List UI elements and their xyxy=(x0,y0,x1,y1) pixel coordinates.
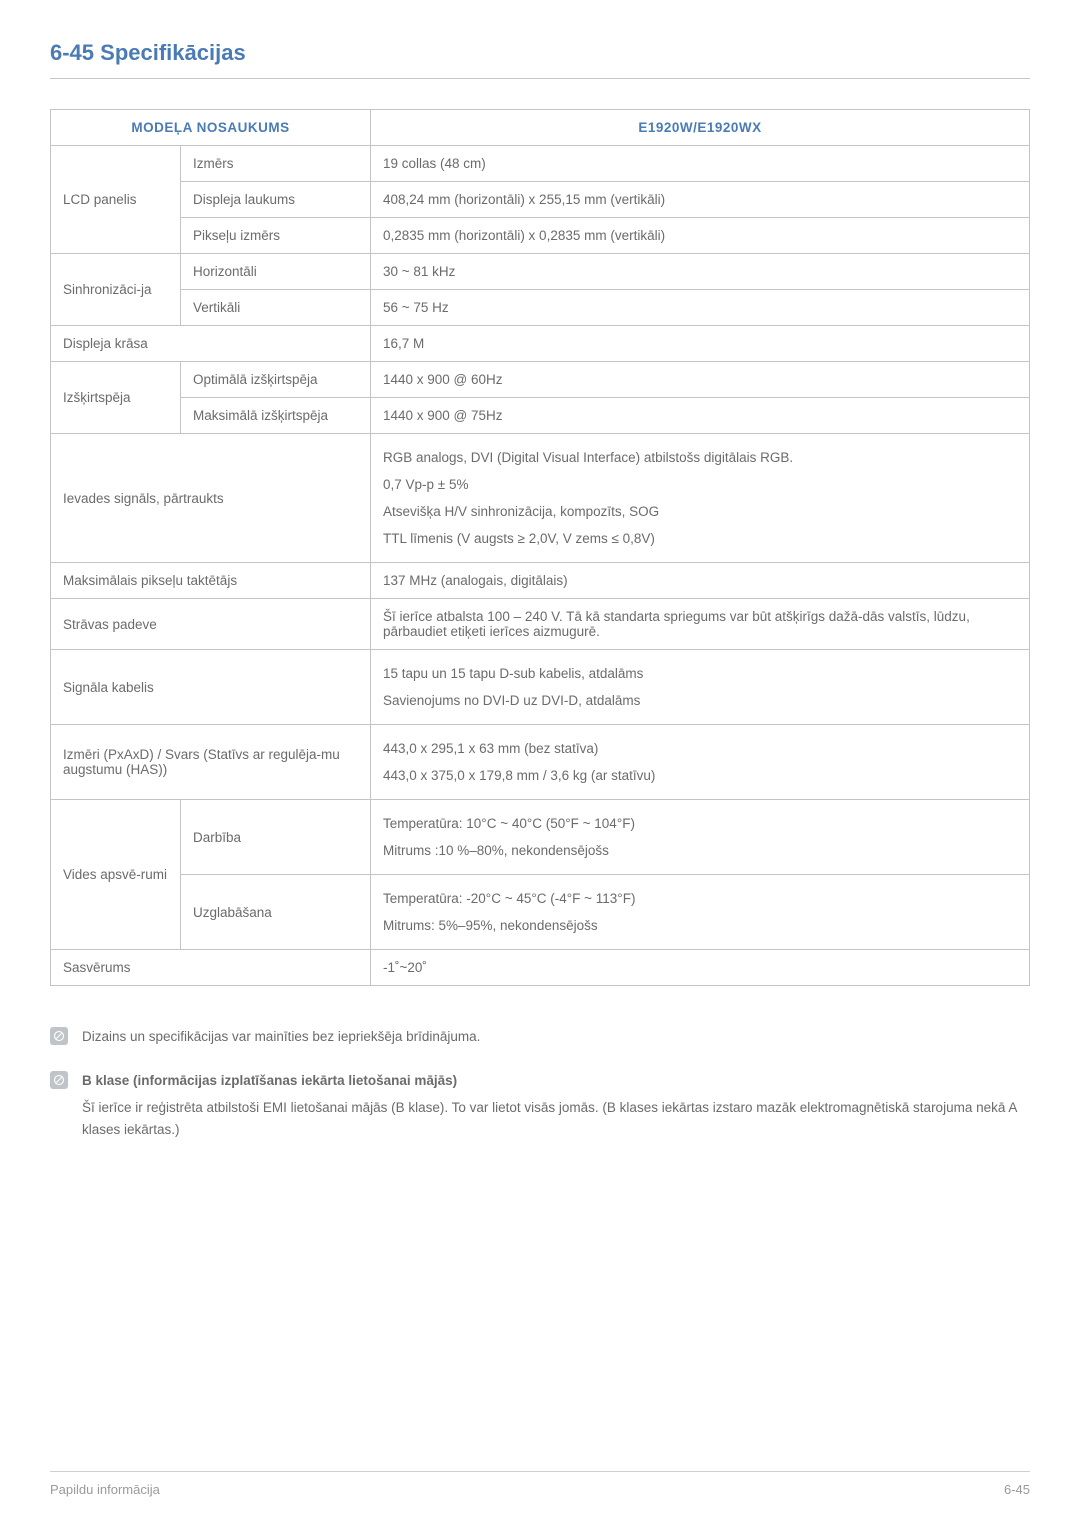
table-row: Vertikāli56 ~ 75 Hz xyxy=(51,290,1030,326)
page-footer: Papildu informācija 6-45 xyxy=(50,1471,1030,1497)
table-row: Vides apsvē-rumiDarbībaTemperatūra: 10°C… xyxy=(51,800,1030,875)
table-row: Ievades signāls, pārtrauktsRGB analogs, … xyxy=(51,434,1030,563)
spec-category: Vides apsvē-rumi xyxy=(51,800,181,950)
spec-sublabel: Izmērs xyxy=(181,146,371,182)
table-row: Displeja laukums408,24 mm (horizontāli) … xyxy=(51,182,1030,218)
spec-label: Ievades signāls, pārtraukts xyxy=(51,434,371,563)
spec-sublabel: Displeja laukums xyxy=(181,182,371,218)
spec-table: MODEĻA NOSAUKUMSE1920W/E1920WXLCD paneli… xyxy=(50,109,1030,986)
table-row: Maksimālais pikseļu taktētājs137 MHz (an… xyxy=(51,563,1030,599)
spec-value: Temperatūra: 10°C ~ 40°C (50°F ~ 104°F)M… xyxy=(371,800,1030,875)
table-row: UzglabāšanaTemperatūra: -20°C ~ 45°C (-4… xyxy=(51,875,1030,950)
spec-category: Sinhronizāci-ja xyxy=(51,254,181,326)
spec-sublabel: Horizontāli xyxy=(181,254,371,290)
spec-sublabel: Vertikāli xyxy=(181,290,371,326)
table-row: Maksimālā izšķirtspēja1440 x 900 @ 75Hz xyxy=(51,398,1030,434)
spec-value: 0,2835 mm (horizontāli) x 0,2835 mm (ver… xyxy=(371,218,1030,254)
spec-sublabel: Maksimālā izšķirtspēja xyxy=(181,398,371,434)
table-row: Sinhronizāci-jaHorizontāli30 ~ 81 kHz xyxy=(51,254,1030,290)
note-icon xyxy=(50,1071,68,1089)
notes-section: Dizains un specifikācijas var mainīties … xyxy=(50,1026,1030,1140)
spec-value: -1˚~20˚ xyxy=(371,950,1030,986)
spec-sublabel: Darbība xyxy=(181,800,371,875)
spec-sublabel: Optimālā izšķirtspēja xyxy=(181,362,371,398)
spec-value: 16,7 M xyxy=(371,326,1030,362)
note-icon xyxy=(50,1027,68,1045)
spec-value: 443,0 x 295,1 x 63 mm (bez statīva)443,0… xyxy=(371,725,1030,800)
spec-label: Strāvas padeve xyxy=(51,599,371,650)
spec-value: 19 collas (48 cm) xyxy=(371,146,1030,182)
spec-value: 137 MHz (analogais, digitālais) xyxy=(371,563,1030,599)
spec-label: Maksimālais pikseļu taktētājs xyxy=(51,563,371,599)
spec-label: Signāla kabelis xyxy=(51,650,371,725)
table-header-model: MODEĻA NOSAUKUMS xyxy=(51,110,371,146)
note-item: B klase (informācijas izplatīšanas iekār… xyxy=(50,1070,1030,1141)
spec-value: 408,24 mm (horizontāli) x 255,15 mm (ver… xyxy=(371,182,1030,218)
spec-value: 15 tapu un 15 tapu D-sub kabelis, atdalā… xyxy=(371,650,1030,725)
section-heading: 6-45 Specifikācijas xyxy=(50,40,1030,79)
spec-label: Izmēri (PxAxD) / Svars (Statīvs ar regul… xyxy=(51,725,371,800)
spec-value: RGB analogs, DVI (Digital Visual Interfa… xyxy=(371,434,1030,563)
spec-value: Šī ierīce atbalsta 100 – 240 V. Tā kā st… xyxy=(371,599,1030,650)
spec-label: Sasvērums xyxy=(51,950,371,986)
spec-value: 1440 x 900 @ 75Hz xyxy=(371,398,1030,434)
table-row: Pikseļu izmērs0,2835 mm (horizontāli) x … xyxy=(51,218,1030,254)
table-row: Sasvērums-1˚~20˚ xyxy=(51,950,1030,986)
spec-label: Displeja krāsa xyxy=(51,326,371,362)
table-row: Displeja krāsa16,7 M xyxy=(51,326,1030,362)
spec-value: 1440 x 900 @ 60Hz xyxy=(371,362,1030,398)
footer-right: 6-45 xyxy=(1004,1482,1030,1497)
table-row: Strāvas padeveŠī ierīce atbalsta 100 – 2… xyxy=(51,599,1030,650)
table-row: Signāla kabelis15 tapu un 15 tapu D-sub … xyxy=(51,650,1030,725)
note-item: Dizains un specifikācijas var mainīties … xyxy=(50,1026,1030,1048)
table-row: IzšķirtspējaOptimālā izšķirtspēja1440 x … xyxy=(51,362,1030,398)
table-header-product: E1920W/E1920WX xyxy=(371,110,1030,146)
spec-value: 56 ~ 75 Hz xyxy=(371,290,1030,326)
table-row: Izmēri (PxAxD) / Svars (Statīvs ar regul… xyxy=(51,725,1030,800)
spec-sublabel: Uzglabāšana xyxy=(181,875,371,950)
footer-left: Papildu informācija xyxy=(50,1482,160,1497)
spec-category: LCD panelis xyxy=(51,146,181,254)
note-text: B klase (informācijas izplatīšanas iekār… xyxy=(82,1070,1030,1141)
spec-value: Temperatūra: -20°C ~ 45°C (-4°F ~ 113°F)… xyxy=(371,875,1030,950)
table-row: LCD panelisIzmērs19 collas (48 cm) xyxy=(51,146,1030,182)
spec-category: Izšķirtspēja xyxy=(51,362,181,434)
spec-value: 30 ~ 81 kHz xyxy=(371,254,1030,290)
spec-sublabel: Pikseļu izmērs xyxy=(181,218,371,254)
note-text: Dizains un specifikācijas var mainīties … xyxy=(82,1026,1030,1048)
